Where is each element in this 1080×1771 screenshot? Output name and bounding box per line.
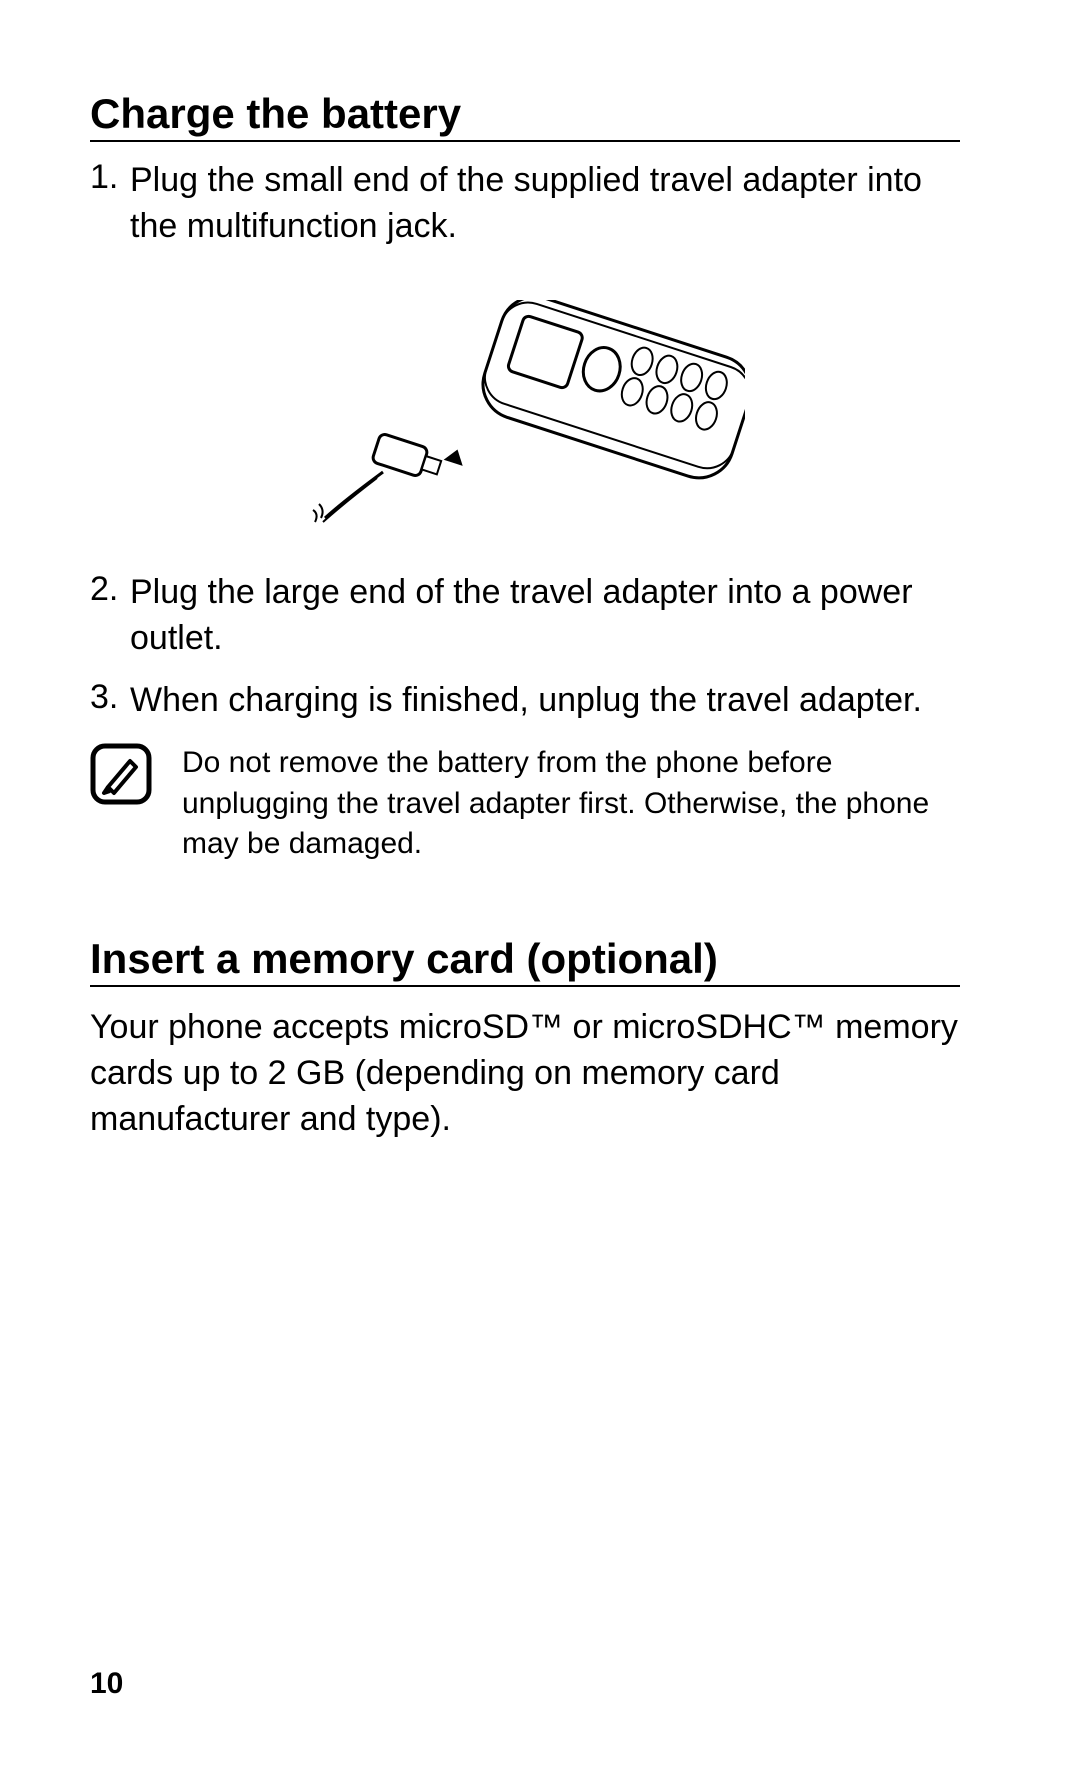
memory-card-body-text: Your phone accepts microSD™ or microSDHC… xyxy=(90,1005,960,1143)
step-1: 1. Plug the small end of the supplied tr… xyxy=(90,158,960,250)
heading-insert-memory-card: Insert a memory card (optional) xyxy=(90,935,960,987)
note-row: Do not remove the battery from the phone… xyxy=(90,743,960,865)
step-3-number: 3. xyxy=(90,678,130,724)
step-2: 2. Plug the large end of the travel adap… xyxy=(90,570,960,662)
phone-charging-svg xyxy=(305,300,745,530)
note-icon xyxy=(90,743,152,805)
step-1-text: Plug the small end of the supplied trave… xyxy=(130,158,960,250)
phone-charging-illustration xyxy=(90,300,960,530)
step-3: 3. When charging is finished, unplug the… xyxy=(90,678,960,724)
step-2-text: Plug the large end of the travel adapter… xyxy=(130,570,960,662)
manual-page: Charge the battery 1. Plug the small end… xyxy=(0,0,1080,1771)
step-1-number: 1. xyxy=(90,158,130,250)
heading-charge-battery: Charge the battery xyxy=(90,90,960,142)
step-3-text: When charging is finished, unplug the tr… xyxy=(130,678,922,724)
note-text: Do not remove the battery from the phone… xyxy=(182,743,960,865)
step-2-number: 2. xyxy=(90,570,130,662)
page-number: 10 xyxy=(90,1667,123,1701)
